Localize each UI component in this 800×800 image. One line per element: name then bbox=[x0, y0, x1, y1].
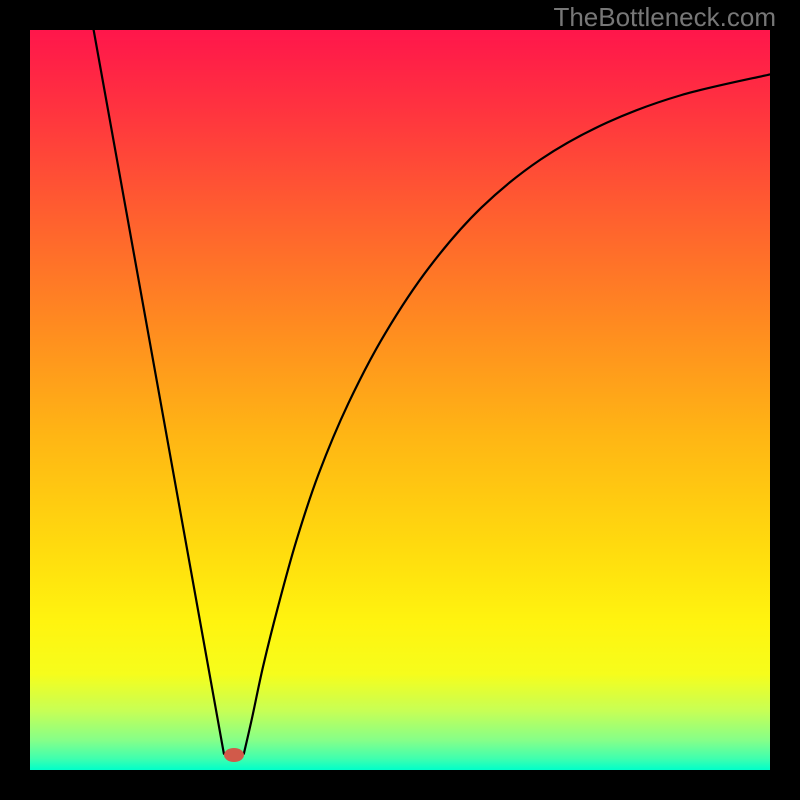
chart-container: TheBottleneck.com bbox=[0, 0, 800, 800]
watermark-text: TheBottleneck.com bbox=[553, 2, 776, 33]
bottleneck-curve bbox=[30, 30, 770, 770]
plot-area bbox=[30, 30, 770, 770]
